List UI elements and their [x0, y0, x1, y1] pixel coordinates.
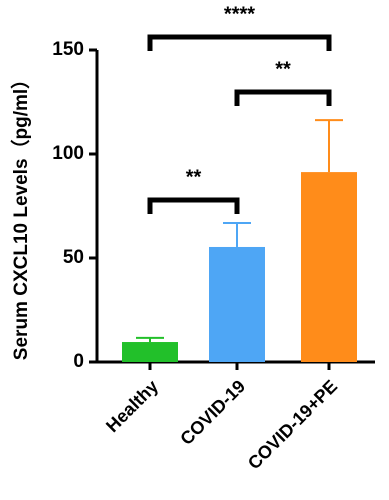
y-tick-label: 50 [63, 247, 84, 268]
significance-label: **** [224, 3, 255, 25]
bar [301, 172, 357, 362]
x-tick-label: COVID-19 [176, 376, 249, 449]
bar [209, 246, 265, 362]
y-tick-label: 150 [52, 39, 84, 60]
y-axis-label: Serum CXCL10 Levels（pg/ml） [9, 70, 32, 360]
significance-bracket [147, 197, 240, 214]
significance-bracket [234, 89, 332, 106]
significance-bracket [147, 34, 332, 51]
significance-label: ** [186, 166, 202, 188]
y-tick-label: 100 [52, 143, 84, 164]
x-tick-label: COVID-19+PE [244, 376, 341, 473]
significance-label: ** [275, 58, 291, 80]
y-tick-label: 0 [73, 351, 84, 372]
bar [122, 342, 178, 362]
x-tick-label: Healthy [102, 376, 162, 436]
